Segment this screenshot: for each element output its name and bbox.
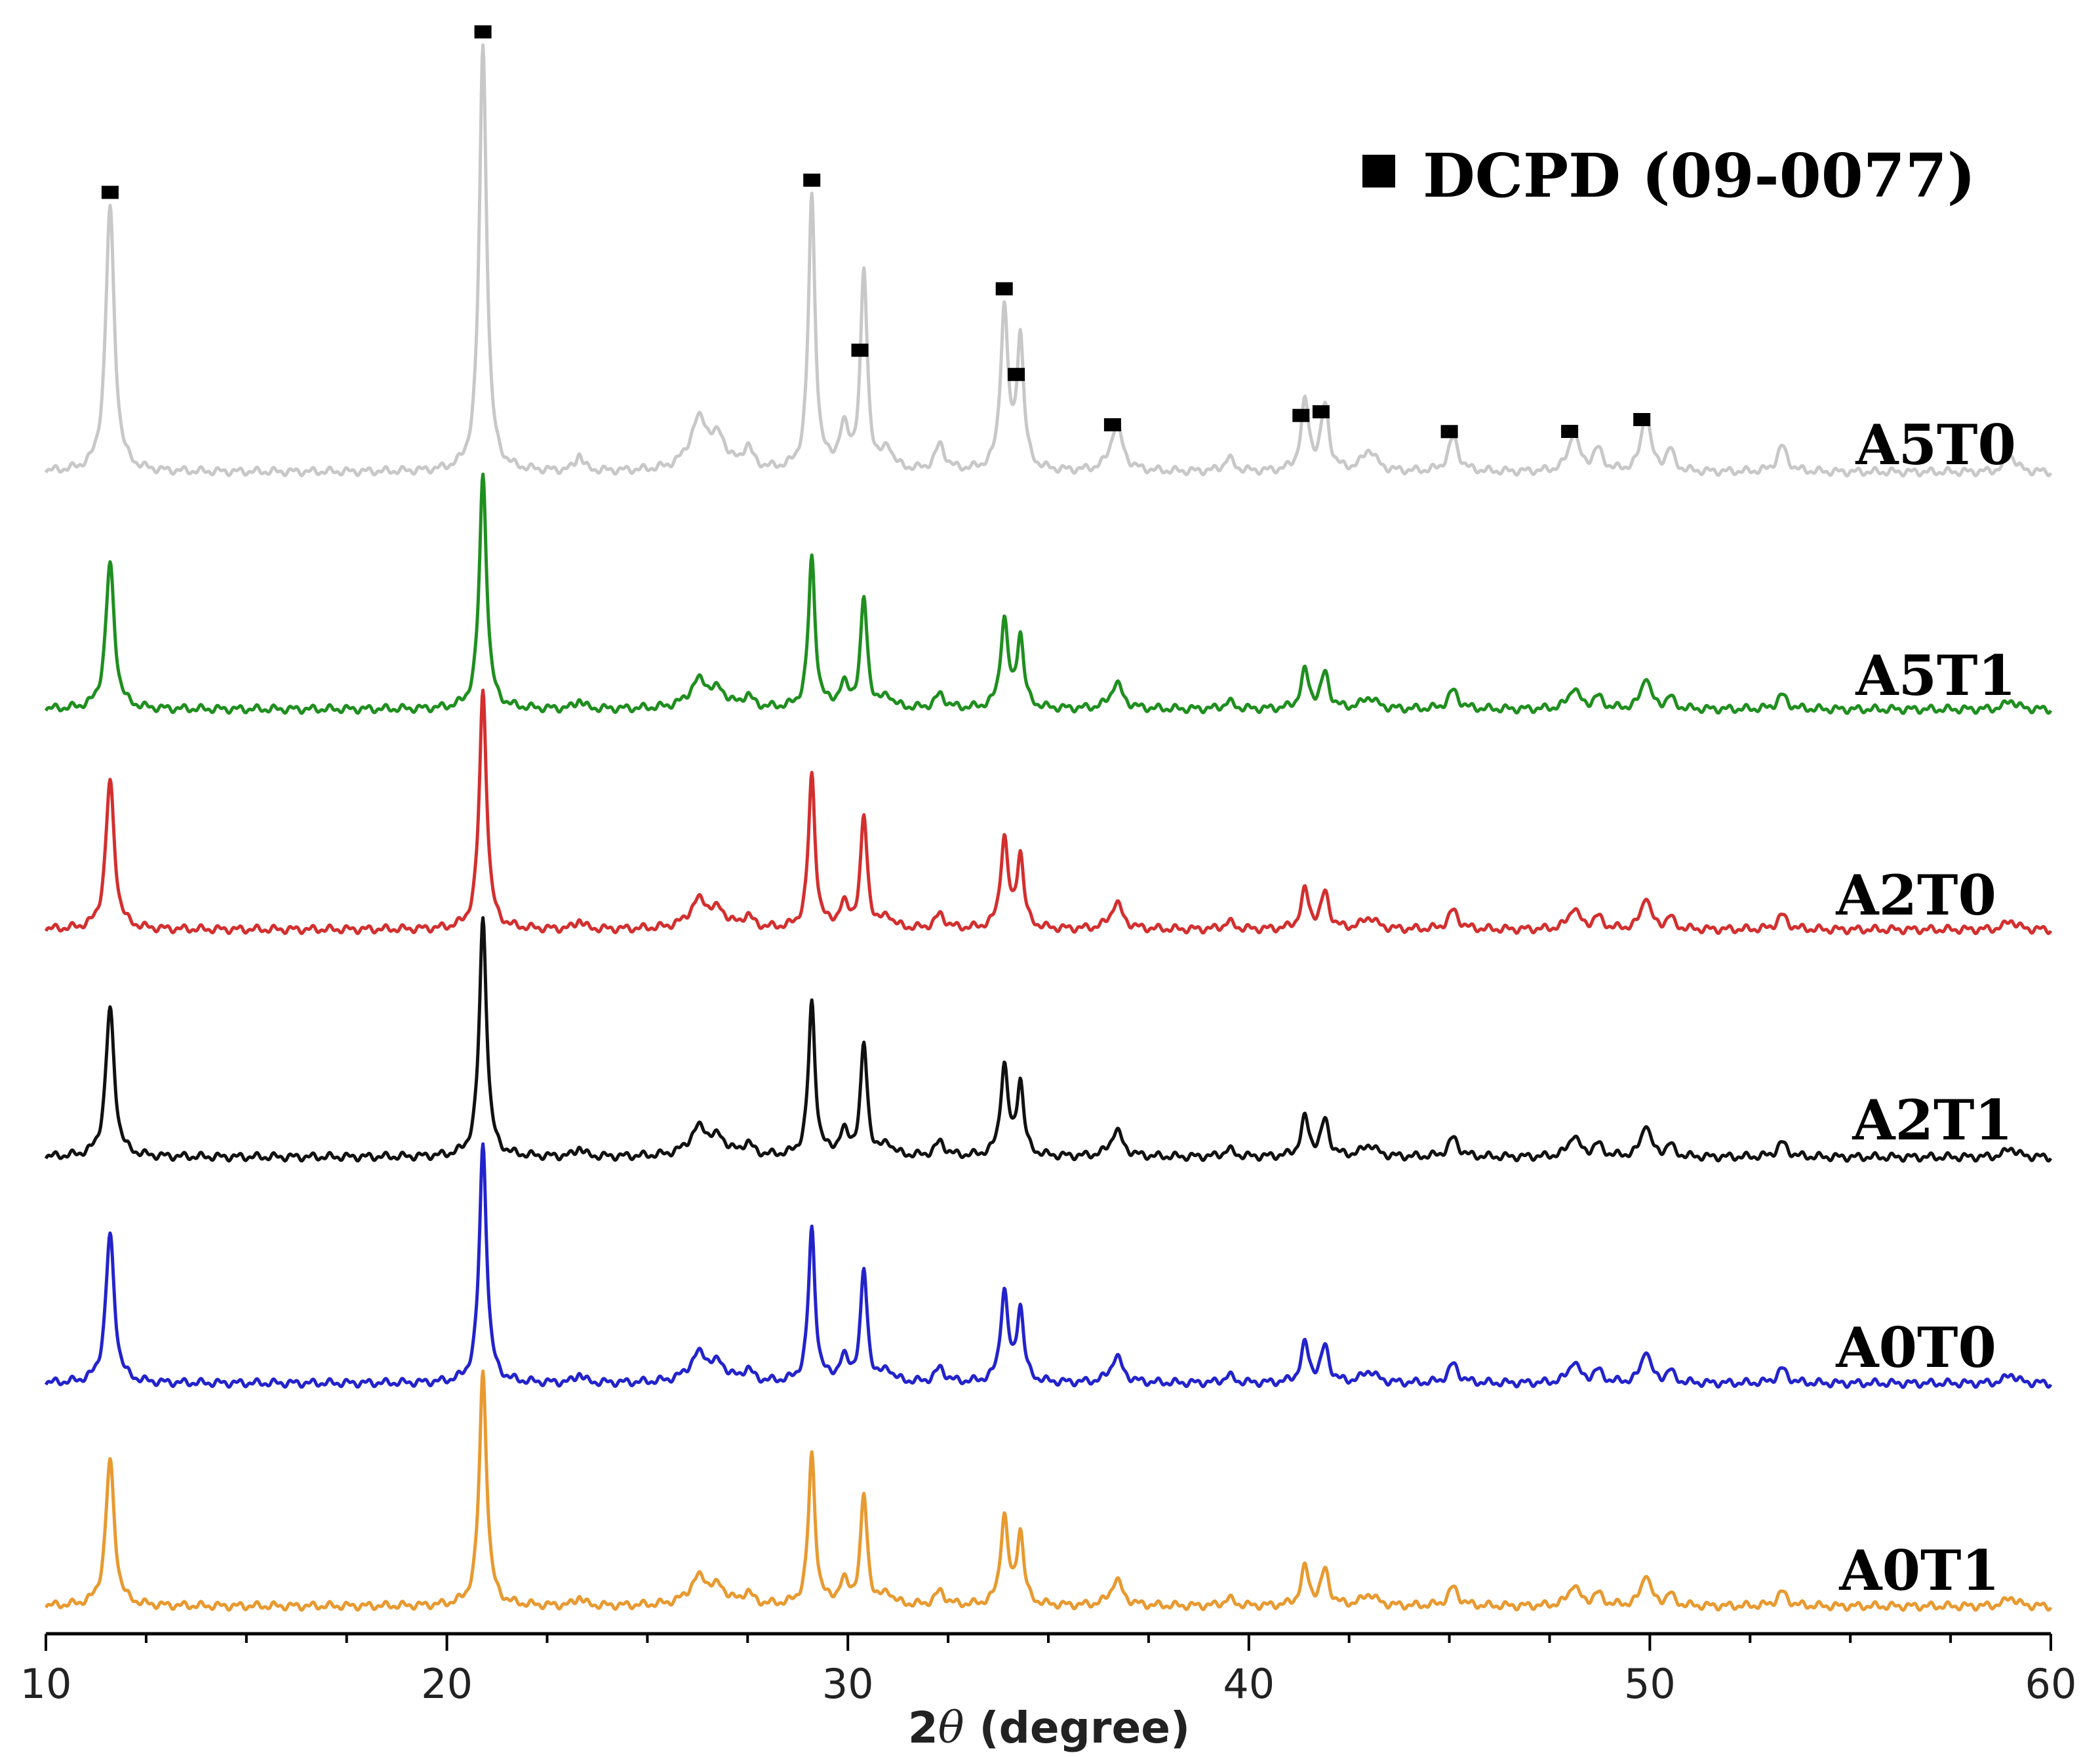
- x-axis: 10 20 30 40 50 60: [20, 1632, 2077, 1708]
- dcpd-marker: [1312, 405, 1330, 419]
- x-tick-label: 60: [2025, 1660, 2077, 1708]
- series-line-A0T1: [44, 1369, 2053, 1612]
- series-line-A2T0: [44, 688, 2053, 936]
- dcpd-marker: [1292, 408, 1310, 422]
- series-layer: A5T0 A5T1 A2T0 A2T1 A0T0 A0T1: [44, 43, 2053, 1612]
- x-axis-title: 2θ (degree): [908, 1703, 1190, 1753]
- series-line-A5T1: [44, 472, 2053, 715]
- series-label-A2T0: A2T0: [1835, 863, 1996, 928]
- series-A0T0: A0T0: [44, 1142, 2053, 1389]
- legend: DCPD (09-0077): [1362, 140, 1975, 211]
- legend-marker-icon: [1362, 155, 1395, 188]
- dcpd-marker: [1561, 425, 1579, 438]
- x-tick-label: 20: [421, 1660, 473, 1708]
- series-label-A2T1: A2T1: [1852, 1088, 2013, 1153]
- dcpd-marker: [995, 282, 1013, 296]
- dcpd-marker: [1008, 368, 1025, 382]
- legend-label: DCPD (09-0077): [1423, 140, 1975, 211]
- dcpd-marker: [851, 344, 869, 357]
- x-tick-label: 30: [822, 1660, 874, 1708]
- series-line-A2T1: [44, 916, 2053, 1163]
- series-label-A0T1: A0T1: [1838, 1538, 2000, 1603]
- series-A0T1: A0T1: [44, 1369, 2053, 1612]
- series-label-A5T0: A5T0: [1855, 412, 2016, 477]
- series-A5T1: A5T1: [44, 472, 2053, 715]
- series-A2T1: A2T1: [44, 916, 2053, 1163]
- dcpd-marker: [474, 25, 492, 39]
- series-A2T0: A2T0: [44, 688, 2053, 936]
- series-label-A5T1: A5T1: [1855, 643, 2016, 708]
- series-A5T0: A5T0: [44, 43, 2053, 478]
- dcpd-marker: [101, 186, 119, 199]
- series-line-A5T0: [44, 43, 2053, 478]
- x-tick-label: 40: [1223, 1660, 1275, 1708]
- x-axis-title-suffix: (degree): [964, 1703, 1191, 1753]
- series-line-A0T0: [44, 1142, 2053, 1389]
- dcpd-marker: [1440, 425, 1458, 439]
- dcpd-marker: [803, 173, 821, 187]
- dcpd-marker: [1633, 413, 1651, 426]
- series-label-A0T0: A0T0: [1835, 1315, 1996, 1380]
- x-axis-title-prefix: 2: [908, 1703, 938, 1753]
- x-axis-title-theta: θ: [938, 1703, 964, 1753]
- x-tick-label: 10: [20, 1660, 72, 1708]
- x-tick-label: 50: [1624, 1660, 1676, 1708]
- dcpd-marker-layer: [101, 25, 1651, 439]
- dcpd-marker: [1103, 418, 1121, 431]
